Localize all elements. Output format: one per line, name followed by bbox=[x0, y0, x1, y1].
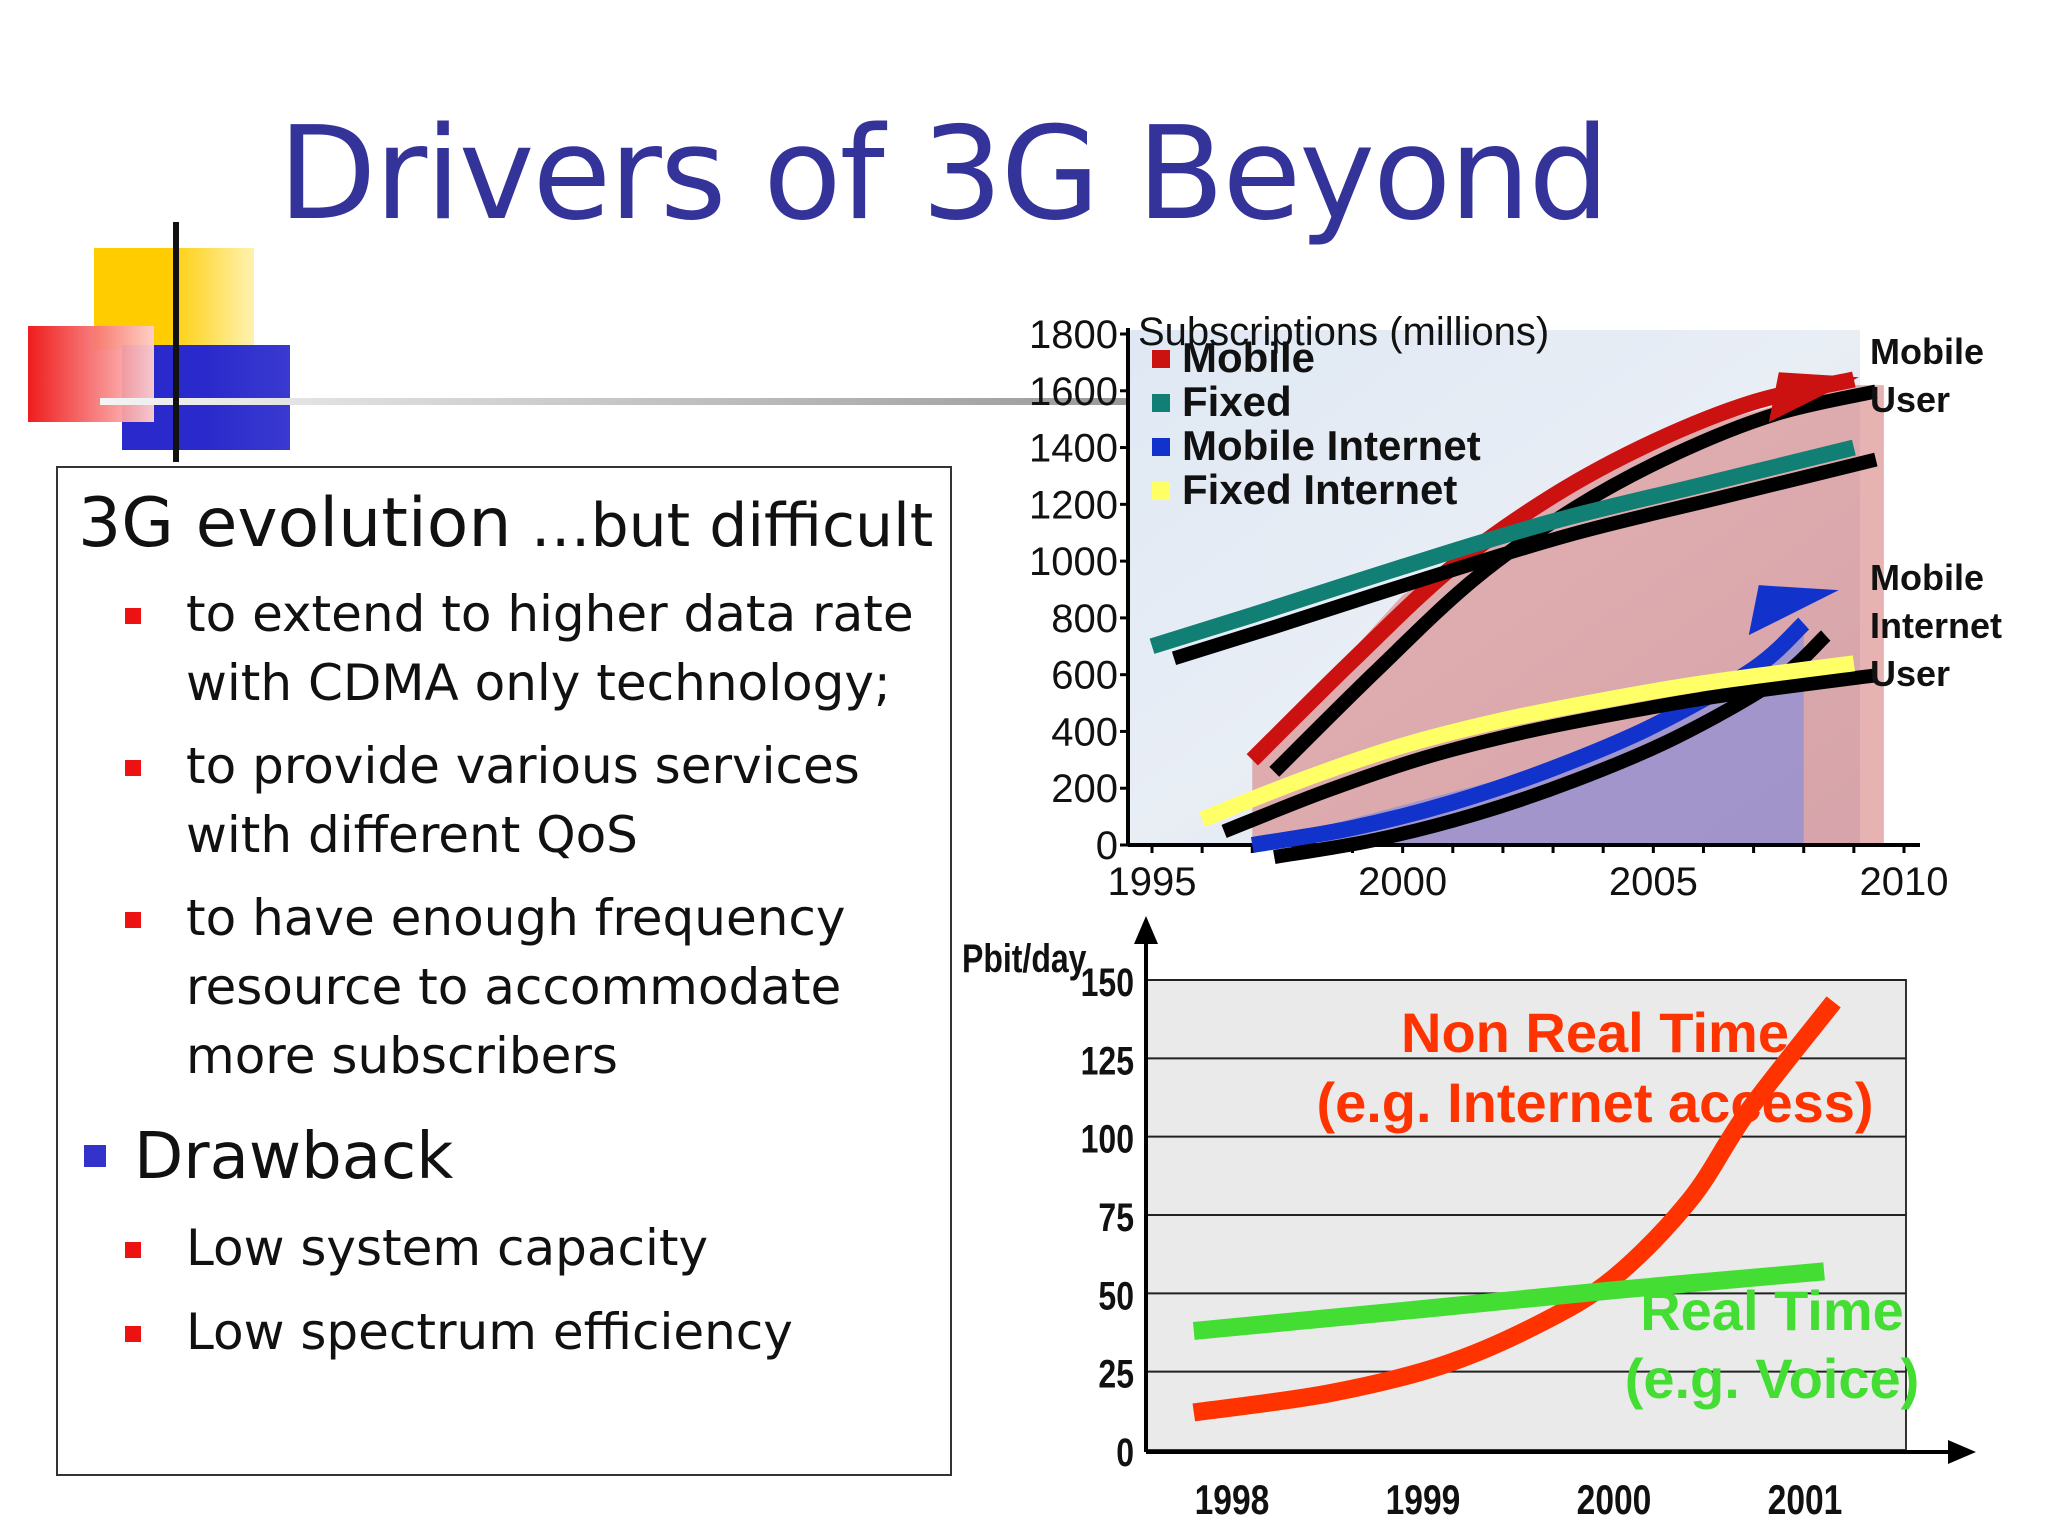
bullet-marker bbox=[125, 760, 141, 776]
legend-swatch bbox=[1152, 394, 1170, 412]
series-shadow-line bbox=[1221, 668, 1877, 838]
heading-suffix: …but difficult bbox=[511, 491, 934, 561]
x-tick-label: 1995 bbox=[1108, 860, 1197, 904]
bullet-line: to extend to higher data rate bbox=[186, 585, 914, 643]
x-tick-label: 2000 bbox=[1577, 1478, 1652, 1524]
y-tick-label: 200 bbox=[1051, 767, 1118, 811]
y-tick-label: 75 bbox=[1098, 1195, 1134, 1240]
y-axis-label: Pbit/day bbox=[962, 936, 1086, 981]
y-tick-label: 0 bbox=[1096, 824, 1118, 868]
bullet-marker bbox=[125, 608, 141, 624]
bullet-line: more subscribers bbox=[186, 1027, 618, 1085]
x-tick-label: 2000 bbox=[1358, 860, 1447, 904]
annotation-label: Mobile bbox=[1870, 557, 1984, 598]
series-line bbox=[1199, 655, 1855, 827]
series-line bbox=[1192, 996, 1841, 1422]
series-label: Real Time bbox=[1640, 1279, 1904, 1342]
legend-label: Mobile Internet bbox=[1182, 422, 1481, 469]
series-line bbox=[1246, 371, 1856, 766]
bullet-marker bbox=[125, 912, 141, 928]
drawback-item: Low spectrum efficiency bbox=[186, 1303, 793, 1361]
mobile-internet-area bbox=[1252, 629, 1804, 845]
bullet-textbox: 3G evolution …but difficult to extend to… bbox=[56, 466, 952, 1476]
y-tick-label: 125 bbox=[1081, 1038, 1134, 1083]
series-line bbox=[1149, 439, 1856, 654]
y-tick-label: 100 bbox=[1081, 1116, 1134, 1161]
y-tick-label: 800 bbox=[1051, 597, 1118, 641]
bullet-marker bbox=[125, 1242, 141, 1258]
y-tick-label: 1400 bbox=[1029, 427, 1118, 471]
chart-title: Subscriptions (millions) bbox=[1138, 310, 1549, 354]
bullet-line: to provide various services bbox=[186, 737, 860, 795]
series-label: (e.g. Internet access) bbox=[1316, 1071, 1873, 1134]
x-tick-label: 2010 bbox=[1860, 860, 1949, 904]
y-tick-label: 25 bbox=[1098, 1351, 1134, 1396]
bullet-marker bbox=[125, 1326, 141, 1342]
x-tick-label: 2005 bbox=[1609, 860, 1698, 904]
heading-main: 3G evolution bbox=[78, 484, 512, 563]
drawback-item: Low system capacity bbox=[186, 1219, 709, 1277]
y-tick-label: 150 bbox=[1081, 960, 1134, 1005]
bullet-line: with different QoS bbox=[186, 806, 638, 864]
y-tick-label: 1800 bbox=[1029, 313, 1118, 357]
bullet-line: resource to accommodate bbox=[186, 958, 842, 1016]
annotation-label: Internet bbox=[1870, 605, 2002, 646]
mobile-arrowhead bbox=[1768, 372, 1859, 423]
bullet-line: to have enough frequency bbox=[186, 889, 846, 947]
bullet-marker-blue bbox=[84, 1145, 106, 1167]
y-tick-label: 1600 bbox=[1029, 370, 1118, 414]
legend-swatch bbox=[1152, 482, 1170, 500]
drawback-heading: Drawback bbox=[134, 1120, 454, 1194]
annotation-label: User bbox=[1870, 379, 1950, 420]
series-label: Non Real Time bbox=[1401, 1001, 1789, 1064]
x-tick-label: 1998 bbox=[1195, 1478, 1270, 1524]
slide-title: Drivers of 3G Beyond bbox=[278, 100, 1610, 249]
x-tick-label: 2001 bbox=[1768, 1478, 1843, 1524]
y-tick-label: 400 bbox=[1051, 710, 1118, 754]
legend-swatch bbox=[1152, 350, 1170, 368]
legend-label: Fixed Internet bbox=[1182, 466, 1457, 513]
y-tick-label: 50 bbox=[1098, 1273, 1134, 1318]
annotation-label: User bbox=[1870, 653, 1950, 694]
heading-line: 3G evolution …but difficult bbox=[78, 484, 933, 563]
y-tick-label: 1200 bbox=[1029, 483, 1118, 527]
decorative-squares-logo bbox=[28, 222, 1130, 462]
y-tick-label: 600 bbox=[1051, 654, 1118, 698]
y-tick-label: 1000 bbox=[1029, 540, 1118, 584]
series-label: (e.g. Voice) bbox=[1625, 1347, 1920, 1410]
series-line bbox=[1192, 1262, 1825, 1340]
mobile-internet-arrowhead bbox=[1748, 585, 1839, 636]
x-tick-label: 1999 bbox=[1386, 1478, 1461, 1524]
bullet-line: with CDMA only technology; bbox=[186, 654, 891, 712]
legend-label: Fixed bbox=[1182, 378, 1292, 425]
x-axis-arrowhead bbox=[1948, 1440, 1976, 1464]
series-shadow-line bbox=[1171, 452, 1878, 665]
legend-label: Mobile bbox=[1182, 334, 1315, 381]
y-axis-arrowhead bbox=[1134, 916, 1158, 944]
legend-swatch bbox=[1152, 438, 1170, 456]
annotation-label: Mobile bbox=[1870, 331, 1984, 372]
subscriptions-chart: 0 200 400 600 800 1000 1200 1400 1600 1800 1995 200… bbox=[1029, 310, 2002, 904]
y-tick-label: 0 bbox=[1116, 1430, 1134, 1475]
